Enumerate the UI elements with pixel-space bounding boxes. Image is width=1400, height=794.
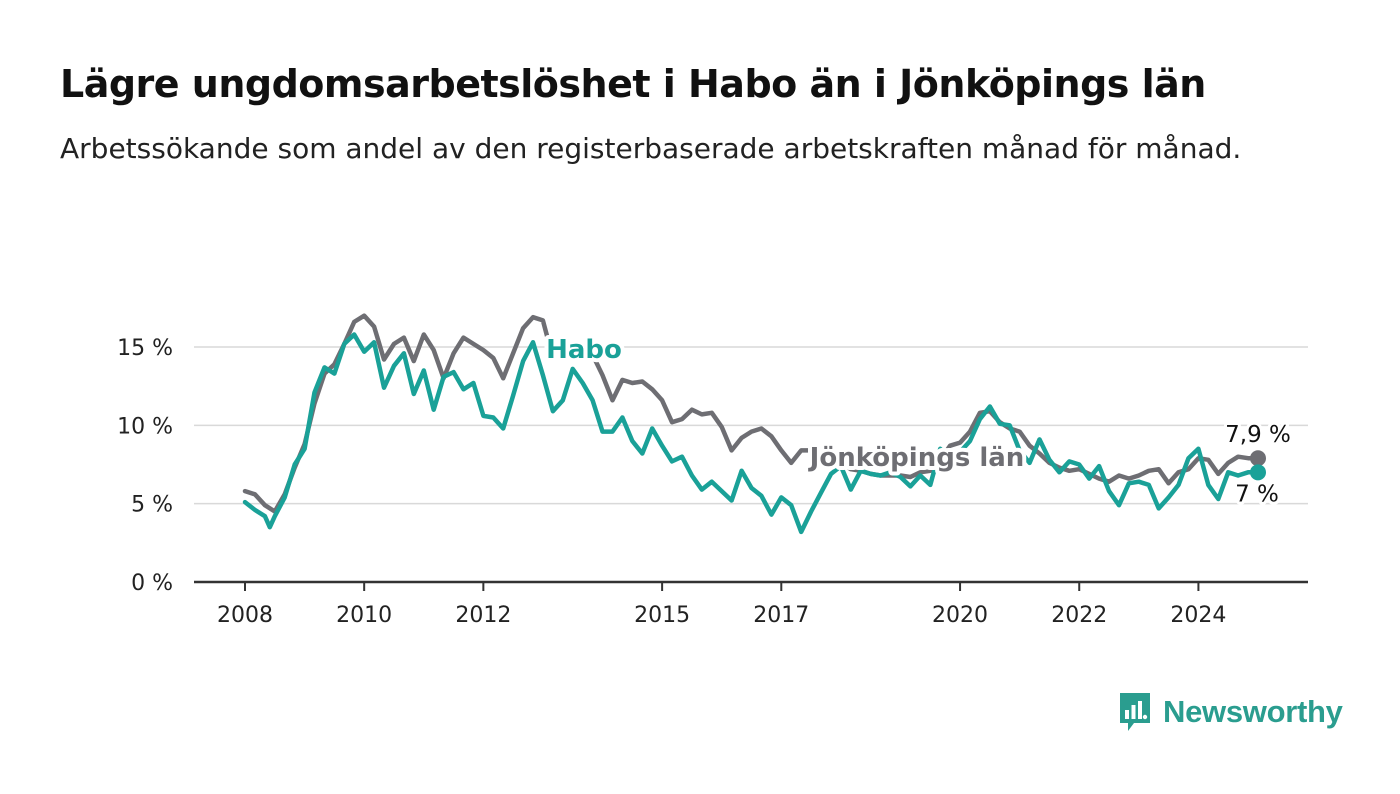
end-label-jonkopings-lan: 7,9 % <box>1225 422 1291 448</box>
chart-subtitle: Arbetssökande som andel av den registerb… <box>60 132 1242 165</box>
x-tick-label: 2022 <box>1051 603 1107 628</box>
series-label-habo: Habo <box>546 335 622 365</box>
x-tick-label: 2015 <box>634 603 690 628</box>
x-tick-label: 2010 <box>336 603 392 628</box>
x-tick-label: 2024 <box>1170 603 1226 628</box>
brand-logo[interactable]: Newsworthy <box>1117 690 1343 734</box>
x-tick-label: 2020 <box>932 603 988 628</box>
end-label-habo: 7 % <box>1235 481 1279 507</box>
series-line-habo <box>242 332 1261 535</box>
series-line-jonkopings-lan <box>242 313 1261 514</box>
brand-name: Newsworthy <box>1163 694 1343 729</box>
y-tick-label: 5 % <box>131 493 173 518</box>
x-tick-label: 2017 <box>753 603 809 628</box>
series-label-jonkopings-lan: Jönköpings län <box>808 443 1025 473</box>
newsworthy-logo-icon <box>1120 693 1150 731</box>
y-tick-label: 15 % <box>117 336 173 361</box>
y-tick-label: 0 % <box>131 571 173 596</box>
chart-title: Lägre ungdomsarbetslöshet i Habo än i Jö… <box>60 62 1206 106</box>
end-point-jonkopings-lan <box>1250 450 1266 467</box>
y-tick-label: 10 % <box>117 414 173 439</box>
x-tick-label: 2008 <box>217 603 273 628</box>
end-point-habo <box>1250 464 1266 481</box>
x-tick-label: 2012 <box>455 603 511 628</box>
